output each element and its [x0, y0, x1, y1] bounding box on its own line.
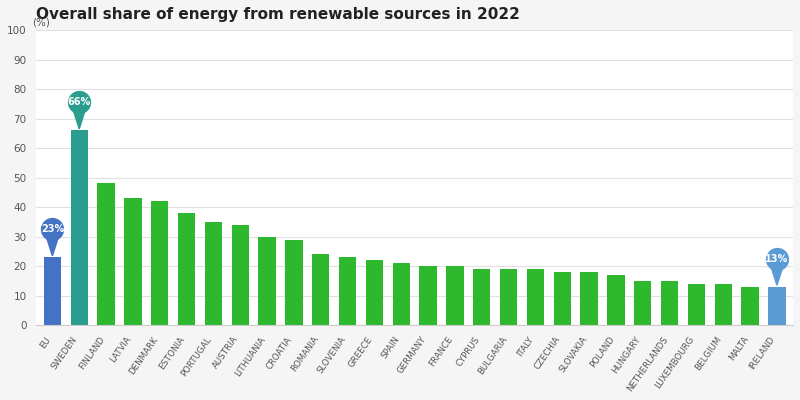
Polygon shape: [44, 230, 61, 256]
Bar: [285, 240, 302, 325]
Bar: [205, 222, 222, 325]
Bar: [768, 287, 786, 325]
Text: Overall share of energy from renewable sources in 2022: Overall share of energy from renewable s…: [36, 7, 520, 22]
Bar: [742, 287, 759, 325]
Point: [73, 99, 86, 106]
Bar: [580, 272, 598, 325]
Text: (%): (%): [33, 17, 50, 27]
Bar: [714, 284, 732, 325]
Polygon shape: [71, 104, 87, 129]
Bar: [44, 257, 61, 325]
Bar: [366, 260, 383, 325]
Bar: [526, 269, 544, 325]
Bar: [258, 237, 276, 325]
Bar: [473, 269, 490, 325]
Bar: [231, 225, 249, 325]
Text: 23%: 23%: [41, 224, 64, 234]
Bar: [554, 272, 571, 325]
Polygon shape: [769, 260, 785, 285]
Bar: [500, 269, 518, 325]
Bar: [98, 184, 114, 325]
Bar: [634, 281, 651, 325]
Bar: [607, 275, 625, 325]
Bar: [393, 263, 410, 325]
Text: 13%: 13%: [766, 254, 789, 264]
Bar: [70, 130, 88, 325]
Bar: [151, 201, 169, 325]
Bar: [446, 266, 464, 325]
Text: 66%: 66%: [68, 97, 91, 107]
Bar: [339, 257, 356, 325]
Bar: [661, 281, 678, 325]
Point: [770, 256, 783, 262]
Bar: [688, 284, 705, 325]
Point: [46, 226, 58, 232]
Bar: [178, 213, 195, 325]
Bar: [419, 266, 437, 325]
Bar: [124, 198, 142, 325]
Bar: [312, 254, 330, 325]
